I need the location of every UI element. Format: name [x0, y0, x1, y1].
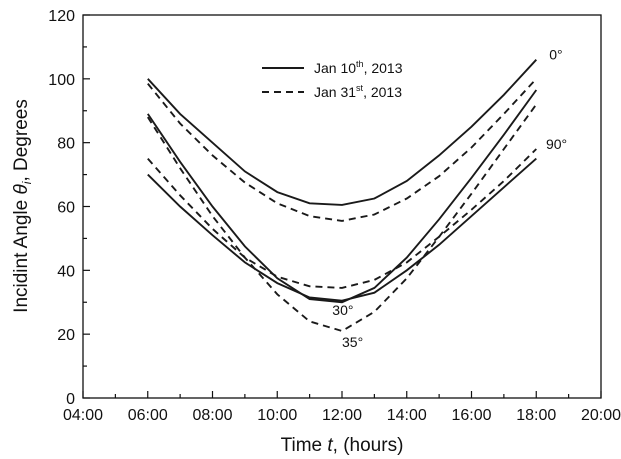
annotation-0: 0° [549, 47, 562, 63]
x-tick-label-2: 08:00 [192, 407, 232, 424]
y-tick-label-4: 80 [57, 136, 75, 153]
ticks-layer: 04:00 06:00 08:00 10:00 12:00 14:00 16:00 18:00… [48, 8, 621, 424]
y-tick-label-6: 120 [48, 8, 75, 25]
x-tick-label-4: 12:00 [322, 407, 362, 424]
series-layer [146, 59, 538, 333]
x-tick-label-7: 18:00 [516, 407, 556, 424]
x-axis-label: Time t, (hours) [281, 435, 404, 456]
series-line-4-solid [147, 89, 538, 304]
y-tick-label-0: 0 [66, 391, 75, 408]
series-line-1-dashed [147, 78, 537, 222]
x-tick-label-8: 20:00 [581, 407, 621, 424]
x-tick-label-3: 10:00 [257, 407, 297, 424]
y-tick-label-3: 60 [57, 200, 75, 217]
annotation-layer: 0° 90° 30° 35° [332, 47, 567, 350]
x-tick-label-5: 14:00 [387, 407, 427, 424]
annotation-1: 90° [546, 136, 567, 152]
y-tick-label-5: 100 [48, 72, 75, 89]
y-axis-label: Incidint Angle θi, Degrees [11, 99, 34, 313]
annotation-2: 30° [332, 302, 353, 318]
y-tick-label-2: 40 [57, 263, 75, 280]
x-tick-label-1: 06:00 [128, 407, 168, 424]
series-line-2-solid [147, 157, 537, 302]
series-line-0-solid [147, 59, 537, 206]
y-tick-label-1: 20 [57, 327, 75, 344]
x-tick-label-0: 04:00 [63, 407, 103, 424]
series-line-3-dashed [147, 148, 537, 289]
legend: Jan 10th, 2013 Jan 31st, 2013 [262, 59, 403, 100]
series-line-5-dashed [146, 103, 538, 333]
annotation-3: 35° [342, 334, 363, 350]
legend-label-solid: Jan 10th, 2013 [314, 59, 403, 76]
legend-label-dashed: Jan 31st, 2013 [314, 83, 402, 100]
x-tick-label-6: 16:00 [451, 407, 491, 424]
